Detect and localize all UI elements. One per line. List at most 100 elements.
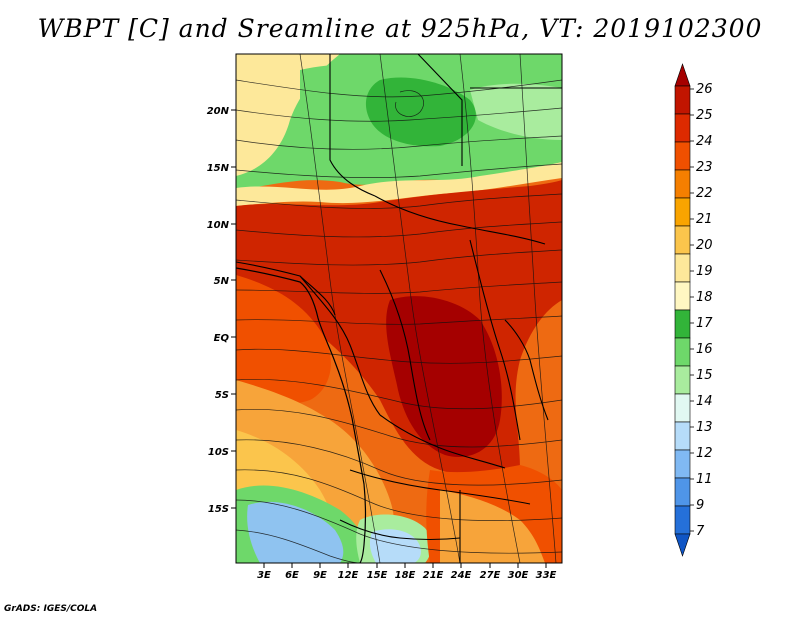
colorbar-segment [674,113,691,143]
country-borders [236,54,562,563]
temperature-field [236,54,562,563]
colorbar-label: 14 [696,394,713,409]
lon-label: 21E [423,570,444,581]
lat-label: 5S [215,390,229,401]
lon-label: 6E [285,570,299,581]
colorbar-label: 16 [696,342,713,357]
field-kalahari-blue [369,529,421,563]
streamline [236,469,562,521]
field-south-blue [247,501,344,563]
streamline [236,135,562,150]
colorbar-label: 13 [696,420,713,435]
streamline [236,379,562,410]
field-hot-extreme [386,296,502,457]
colorbar-segment [674,449,691,479]
lon-label: 18E [395,570,416,581]
field-southeast-orange [440,490,545,563]
lat-label: 10S [208,447,229,458]
field-north-darkgreen [365,77,476,147]
streamline [236,409,562,448]
lon-label: 9E [313,570,327,581]
colorbar-segment [674,505,691,535]
footer-credit: GrADS: IGES/COLA [4,604,98,614]
colorbar-top-arrow [674,63,691,87]
streamline [379,54,461,563]
colorbar-label: 15 [696,368,713,383]
lat-label: 15N [207,163,230,174]
streamline [236,79,562,98]
colorbar-segment [674,281,691,311]
streamline [299,54,381,563]
field-west-warm [236,275,331,405]
colorbar-label: 19 [696,264,713,279]
streamline [236,315,562,325]
colorbar-label: 25 [696,108,713,123]
streamline [236,529,361,563]
colorbar-segment [674,309,691,339]
streamline [519,54,557,563]
field-north-light [236,54,340,176]
colorbar-segment [674,225,691,255]
border [374,195,546,245]
coastline [236,267,367,563]
lon-label: 24E [451,570,472,581]
latitude-axis: 20N 15N 10N 5N EQ 5S 10S 15S [207,106,236,515]
longitude-axis: 3E 6E 9E 12E 15E 18E 21E 24E 27E 30E 33E [257,563,557,581]
colorbar-label: 11 [696,472,713,487]
colorbar-label: 20 [696,238,713,253]
lon-label: 15E [367,570,388,581]
lon-label: 33E [536,570,557,581]
colorbar-label: 7 [696,524,705,539]
streamline [236,163,562,178]
lat-label: 20N [207,106,230,117]
border [504,319,549,421]
field-sahel-band [236,162,562,206]
lat-label: 15S [208,504,229,515]
colorbar-segment [674,197,691,227]
colorbar-label: 17 [696,316,713,331]
border [329,54,376,197]
lat-label: EQ [214,333,230,344]
colorbar-segment [674,169,691,199]
colorbar-label: 26 [696,82,713,97]
border [379,269,431,441]
colorbar-label: 21 [696,212,713,227]
border [299,275,381,416]
border [349,469,531,505]
colorbar-label: 9 [696,498,704,513]
colorbar-segment [674,477,691,507]
colorbar-label: 12 [696,446,713,461]
colorbar-segment [674,365,691,395]
streamline [236,281,562,294]
colorbar-segment [674,421,691,451]
border [379,414,506,469]
colorbar-label: 22 [696,186,713,201]
border [417,54,463,166]
lon-label: 12E [338,570,359,581]
colorbar-label: 24 [696,134,713,149]
lon-label: 27E [480,570,501,581]
border [469,239,521,441]
colorbar-segment [674,253,691,283]
lat-label: 10N [207,220,230,231]
map-frame [235,53,563,564]
lon-label: 3E [257,570,271,581]
border [236,261,336,316]
streamline [236,193,562,209]
colorbar-segment [674,393,691,423]
map-title: WBPT [C] and Sreamline at 925hPa, VT: 20… [37,14,763,43]
colorbar-label: 18 [696,290,713,305]
streamline [236,439,562,486]
colorbar-segment [674,85,691,115]
streamline [236,221,562,238]
colorbar: 26 25 24 23 22 21 20 19 18 17 16 15 14 13 12 11 9 7 [674,63,713,557]
streamline [459,54,521,563]
streamline [236,107,562,122]
coastline-path [236,267,367,563]
frame-rect [235,53,563,564]
colorbar-label: 23 [696,160,713,175]
colorbar-segment [674,141,691,171]
lat-label: 5N [214,276,230,287]
lon-label: 30E [508,570,529,581]
